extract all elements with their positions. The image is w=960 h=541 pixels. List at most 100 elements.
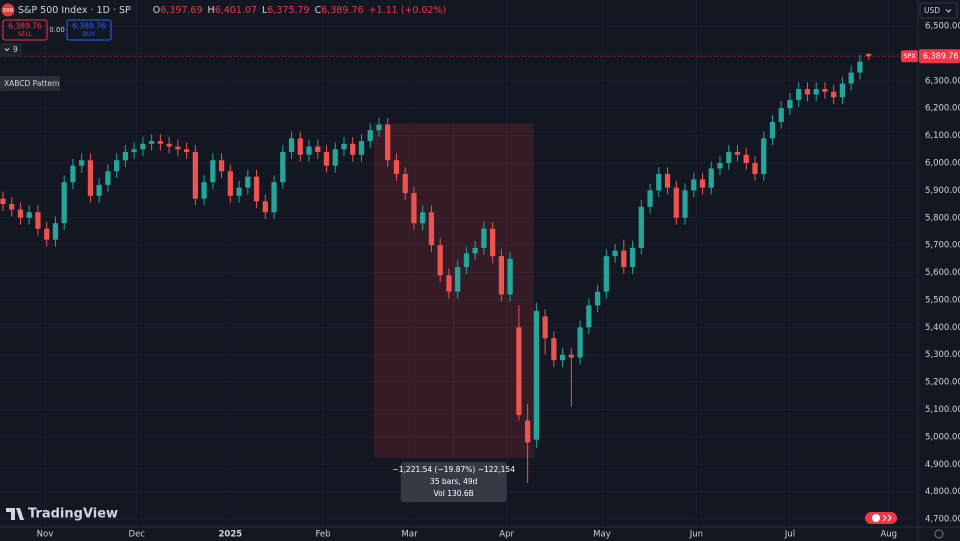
candle-body xyxy=(218,160,225,172)
candle-body xyxy=(358,141,365,155)
y-tick-label: 5,400.00 xyxy=(925,323,960,333)
y-tick-label: 5,200.00 xyxy=(925,378,960,388)
candle-body xyxy=(743,154,749,163)
candle-body xyxy=(708,168,714,188)
candle-body xyxy=(114,160,120,172)
candle-body xyxy=(778,108,784,122)
x-tick-label: Nov xyxy=(37,530,54,540)
candle-body xyxy=(446,275,452,292)
candle-body xyxy=(17,209,24,218)
candle-body xyxy=(717,162,723,169)
x-tick-label: Aug xyxy=(880,530,897,540)
ohlc-value: 6,401.07 xyxy=(215,5,257,16)
measure-tooltip-line: −1,221.54 (−19.87%) −122,154 xyxy=(392,465,515,474)
settings-icon[interactable] xyxy=(934,529,944,539)
candle-body xyxy=(402,173,408,194)
events-icon-dot xyxy=(872,514,880,522)
y-tick-label: 5,800.00 xyxy=(925,213,960,223)
candle-body xyxy=(594,291,601,306)
x-tick-label: Feb xyxy=(315,530,330,540)
y-tick-label: 6,500.00 xyxy=(925,22,960,32)
spread: 0.00 xyxy=(49,26,65,34)
symbol-tag-badge xyxy=(901,50,918,63)
symbol-header[interactable]: S&P 500 Index · 1D · SP O6,397.69 H6,401.0… xyxy=(18,5,446,16)
ohlc-key: H xyxy=(208,5,215,16)
x-tick-label: Dec xyxy=(129,530,146,540)
candle-body xyxy=(166,143,172,147)
y-tick-label: 6,000.00 xyxy=(925,158,960,168)
x-tick-label: Apr xyxy=(499,530,514,540)
plot-area xyxy=(0,0,915,527)
indicators-toggle[interactable] xyxy=(0,43,22,57)
candle-body xyxy=(542,316,548,339)
currency-label: USD xyxy=(924,6,940,15)
candle-body xyxy=(175,146,181,150)
buy-label: BUY xyxy=(83,31,96,38)
candle-body xyxy=(559,354,566,361)
candle-body xyxy=(796,89,802,100)
candle-body xyxy=(699,179,706,188)
candle-body xyxy=(192,152,198,199)
candle-body xyxy=(612,250,618,257)
candle-body xyxy=(516,327,522,415)
symbol-logo[interactable] xyxy=(1,3,15,17)
x-tick-label: May xyxy=(593,530,611,540)
brand-name[interactable]: TradingView xyxy=(28,507,118,522)
candle-body xyxy=(79,160,85,166)
candle-body xyxy=(385,124,391,161)
ohlc-key: C xyxy=(315,5,322,16)
y-tick-label: 4,900.00 xyxy=(925,460,960,470)
candle-body xyxy=(70,165,76,183)
last-price-label: 6,389.76 xyxy=(923,52,959,61)
candle-body xyxy=(673,187,679,218)
candle-body xyxy=(411,193,417,224)
last-price-badge xyxy=(919,49,960,64)
sell-label: SELL xyxy=(18,31,33,38)
candle-body xyxy=(857,61,863,73)
candle-body xyxy=(726,152,732,163)
candle-body xyxy=(271,182,277,213)
candle-body xyxy=(131,149,137,153)
chevron-icon xyxy=(945,9,952,13)
events-icon[interactable] xyxy=(865,512,897,524)
candle-body xyxy=(306,146,312,155)
sell-price: 6,389.76 xyxy=(8,22,42,31)
y-tick-label: 4,700.00 xyxy=(925,515,960,525)
candle-body xyxy=(481,228,487,248)
candle-body xyxy=(420,212,426,224)
candle-body xyxy=(253,176,260,202)
pattern-button[interactable] xyxy=(0,76,60,91)
symbol-tag: SPX xyxy=(903,52,916,60)
y-tick-label: 5,900.00 xyxy=(925,186,960,196)
buy-price: 6,389.76 xyxy=(72,22,106,31)
ohlc-value: 6,375.79 xyxy=(267,5,309,16)
candle-body xyxy=(691,179,697,191)
candle-body xyxy=(227,171,233,196)
measure-tooltip-line: 35 bars, 49d xyxy=(430,477,478,486)
candle-body xyxy=(0,198,6,205)
candle-body xyxy=(647,190,653,207)
candle-body xyxy=(804,89,811,95)
candle-body xyxy=(848,72,854,84)
sell-button[interactable] xyxy=(2,19,48,41)
currency-select[interactable] xyxy=(919,2,958,19)
candle-body xyxy=(210,160,216,183)
measure-range xyxy=(373,123,534,459)
x-tick-label: Mar xyxy=(402,530,419,540)
candle-body xyxy=(245,176,251,188)
candle-body xyxy=(280,152,286,183)
y-tick-label: 5,000.00 xyxy=(925,432,960,442)
brand-icon xyxy=(6,508,24,520)
candle-body xyxy=(629,247,636,268)
y-tick-label: 6,200.00 xyxy=(925,104,960,114)
candle-body xyxy=(525,420,531,443)
candle-body xyxy=(490,228,496,257)
candle-body xyxy=(341,143,347,150)
buy-button[interactable] xyxy=(66,19,112,41)
x-tick-label: Jun xyxy=(689,530,703,540)
candle-body xyxy=(350,143,356,155)
candle-body xyxy=(9,204,15,210)
candle-body xyxy=(831,91,837,98)
candle-body xyxy=(463,253,470,268)
